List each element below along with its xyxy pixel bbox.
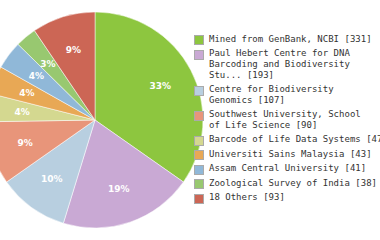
svg-text:33%: 33% xyxy=(149,81,171,91)
svg-text:4%: 4% xyxy=(14,107,29,117)
svg-text:9%: 9% xyxy=(66,45,81,55)
html-text:Assam Central University [41]: Assam Central University [41] xyxy=(209,163,367,173)
html-text:Centre for Biodiversity Genomi: Centre for Biodiversity Genomics [107] xyxy=(209,84,334,105)
html-text:Universiti Sains Malaysia [43]: Universiti Sains Malaysia [43] xyxy=(209,148,372,159)
html-text:18 Others [93]: 18 Others [93] xyxy=(209,192,285,202)
svg-text:9%: 9% xyxy=(18,138,33,148)
html-text:Southwest University, School o: Southwest University, School of Life Sci… xyxy=(209,109,361,130)
svg-text:3%: 3% xyxy=(40,59,55,69)
html-text:Paul Hebert Centre for DNA Bar: Paul Hebert Centre for DNA Barcoding and… xyxy=(209,48,350,80)
svg-text:4%: 4% xyxy=(29,71,44,81)
svg-text:4%: 4% xyxy=(19,88,34,98)
svg-text:10%: 10% xyxy=(41,174,63,184)
html-text:Zoological Survey of India [38: Zoological Survey of India [38] xyxy=(209,177,377,188)
html-text:Mined from GenBank, NCBI [331]: Mined from GenBank, NCBI [331] xyxy=(209,33,372,44)
svg-text:19%: 19% xyxy=(108,184,130,194)
